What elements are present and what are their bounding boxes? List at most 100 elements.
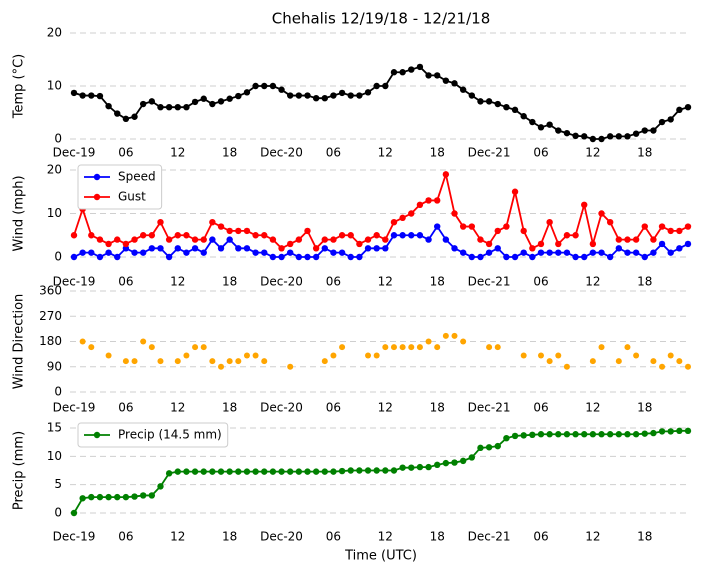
line-marker [451, 80, 458, 87]
line-marker [503, 104, 510, 111]
line-marker [157, 483, 164, 490]
line-marker [122, 240, 130, 248]
line-marker [70, 509, 78, 517]
scatter-point [451, 332, 458, 339]
x-tick-label: Dec-20 [260, 146, 303, 160]
line-marker [382, 467, 389, 474]
line-marker [226, 95, 233, 102]
line-marker [658, 240, 666, 248]
line-marker [165, 104, 173, 111]
line-marker [468, 92, 476, 99]
scatter-point [382, 344, 389, 351]
line-marker [416, 63, 424, 71]
line-marker [235, 92, 242, 100]
line-marker [183, 468, 190, 475]
x-tick-label: 12 [585, 530, 600, 544]
line-marker [114, 236, 121, 243]
line-marker [684, 240, 692, 248]
x-tick-label: Dec-21 [468, 530, 511, 544]
x-tick-label: 18 [222, 275, 237, 289]
line-marker [304, 92, 311, 99]
scatter-point [183, 352, 190, 359]
scatter-point [235, 358, 242, 365]
line-marker [321, 94, 328, 102]
scatter-point [425, 338, 432, 345]
line-marker [511, 432, 519, 440]
line-marker [511, 188, 519, 195]
line-marker [408, 210, 415, 217]
scatter-point [555, 352, 562, 359]
scatter-point [339, 344, 346, 351]
legend-marker [93, 193, 101, 201]
scatter-point [676, 358, 683, 365]
scatter-point [442, 332, 449, 339]
line-marker [650, 236, 657, 243]
line-marker [191, 236, 199, 243]
line-marker [425, 197, 432, 204]
line-marker [606, 253, 614, 261]
x-tick-label: 12 [378, 401, 393, 415]
line-marker [200, 95, 207, 102]
line-marker [364, 236, 372, 243]
line-marker [356, 253, 363, 261]
line-marker [684, 223, 692, 230]
line-marker [390, 232, 398, 239]
line-marker [598, 210, 605, 217]
line-marker [183, 249, 190, 256]
line-marker [261, 249, 268, 256]
line-marker [295, 236, 303, 243]
line-marker [157, 219, 164, 226]
line-marker [555, 127, 562, 134]
line-marker [632, 236, 640, 243]
line-marker [226, 468, 233, 475]
x-tick-label: 18 [430, 530, 445, 544]
line-marker [243, 227, 251, 235]
line-marker [485, 249, 493, 256]
line-marker [295, 468, 303, 475]
legend: Speed Gust [77, 164, 163, 210]
scatter-point [633, 352, 640, 359]
line-marker [278, 245, 285, 252]
scatter-point [261, 358, 268, 365]
line-marker [408, 464, 415, 471]
line-marker [122, 115, 130, 123]
x-tick-label: 12 [585, 401, 600, 415]
line-marker [148, 492, 156, 499]
x-tick-label: Dec-19 [53, 275, 96, 289]
line-marker [511, 106, 519, 114]
scatter-point [88, 344, 95, 351]
y-tick-label: 360 [39, 284, 62, 298]
line-marker [520, 432, 527, 439]
y-axis-label: Temp (°C) [12, 54, 27, 120]
scatter-point [624, 344, 631, 351]
line-marker [537, 431, 545, 438]
line-marker [641, 430, 648, 437]
line-marker [494, 227, 501, 235]
scatter-point [122, 358, 129, 365]
line-marker [581, 253, 588, 261]
scatter-point [434, 344, 441, 351]
x-tick-label: 18 [637, 530, 652, 544]
line-marker [88, 493, 95, 501]
x-tick-label: 06 [533, 401, 548, 415]
x-tick-label: 18 [430, 146, 445, 160]
line-marker [295, 253, 303, 261]
y-tick-label: 90 [47, 359, 62, 373]
line-marker [494, 245, 501, 252]
line-marker [503, 253, 510, 261]
line-marker [606, 133, 614, 140]
line-marker [139, 232, 147, 239]
line-marker [615, 431, 623, 438]
line-marker [347, 92, 354, 99]
line-marker [529, 253, 536, 261]
legend-label: Gust [118, 190, 146, 204]
line-marker [390, 219, 398, 226]
line-marker [650, 127, 657, 134]
line-marker [606, 431, 614, 438]
line-marker [563, 232, 571, 239]
scatter-point [486, 344, 493, 351]
line-marker [563, 249, 571, 256]
line-marker [286, 249, 294, 256]
x-tick-label: 06 [118, 275, 133, 289]
line-marker [581, 201, 588, 208]
